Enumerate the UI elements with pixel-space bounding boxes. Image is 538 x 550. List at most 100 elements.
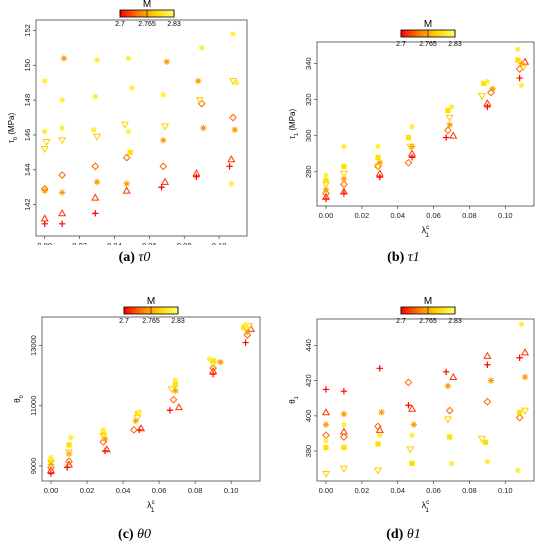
- chart-a: M 2.7 2.765 2.83 0.00 0.02 0.04 0.06 0.08 0.10 142…: [7, 0, 248, 269]
- inverted-triangle-marker: [445, 114, 454, 122]
- x-tick-label: 0.10: [498, 486, 513, 495]
- star-marker: [160, 136, 167, 144]
- diamond-marker: [122, 153, 131, 162]
- x-tick-label: 0.08: [462, 486, 477, 495]
- triangle-marker: [339, 187, 348, 195]
- square-marker: [405, 134, 412, 141]
- y-tick-label: 144: [23, 164, 32, 177]
- star-marker: [101, 435, 109, 443]
- triangle-marker: [160, 177, 170, 185]
- star-marker: [132, 417, 139, 425]
- colorbar-tick-label: 2.83: [167, 21, 181, 28]
- star-marker: [172, 387, 179, 394]
- square-marker: [445, 107, 451, 114]
- triangle-marker: [483, 99, 492, 107]
- diamond-marker: [339, 180, 348, 189]
- x-tick-label: 0.06: [142, 241, 157, 245]
- x-tick-label: 0.10: [498, 211, 513, 220]
- colorbar-tick-label: 2.83: [448, 41, 462, 48]
- plus-marker: [92, 210, 99, 217]
- diamond-marker: [65, 457, 73, 466]
- circle-marker: [92, 94, 98, 100]
- x-tick-label: 0.04: [390, 486, 405, 495]
- x-tick-label: 0.08: [177, 241, 192, 245]
- circle-marker: [206, 356, 213, 362]
- star-marker: [200, 124, 207, 132]
- star-marker: [340, 175, 348, 183]
- y-tick-label: 380: [304, 445, 313, 458]
- circle-marker: [59, 125, 65, 131]
- circle-marker: [448, 104, 455, 110]
- plus-marker: [242, 339, 249, 346]
- triangle-marker: [64, 460, 74, 468]
- y-tick-label: 400: [304, 410, 313, 423]
- figure-panel-c: M 2.7 2.765 2.83 0.00 0.02 0.04 0.06 0.08 0.10 900…: [0, 275, 269, 550]
- colorbar-tick-label: 2.765: [138, 21, 156, 28]
- diamond-marker: [91, 162, 100, 171]
- square-marker: [409, 460, 415, 466]
- circle-marker: [484, 459, 490, 465]
- inverted-triangle-marker: [406, 446, 415, 454]
- plus-marker: [442, 368, 450, 376]
- circle-marker: [233, 80, 240, 86]
- diamond-marker: [209, 364, 218, 373]
- x-tick-label: 0.06: [426, 211, 441, 220]
- square-marker: [481, 80, 487, 87]
- square-marker: [127, 149, 133, 155]
- triangle-marker: [137, 424, 146, 432]
- x-axis-label: λc 1: [422, 224, 430, 239]
- star-marker: [518, 60, 525, 67]
- square-marker: [375, 441, 381, 447]
- triangle-marker: [227, 155, 236, 163]
- circle-marker: [377, 432, 383, 438]
- caption-label: (b): [387, 250, 405, 265]
- y-tick-label: 420: [304, 374, 313, 387]
- x-tick-label: 0.10: [224, 486, 239, 495]
- colorbar-title: M: [424, 19, 432, 30]
- inverted-triangle-marker: [373, 163, 383, 171]
- star-marker: [41, 187, 48, 194]
- figure-panel-d: M 2.7 2.765 2.83 0.00 0.02 0.04 0.06 0.08 0.10 380…: [269, 275, 538, 550]
- y-axis-label: τ0 (MPa): [7, 113, 19, 144]
- square-marker: [447, 434, 453, 440]
- star-marker: [47, 461, 55, 468]
- star-marker: [163, 58, 170, 66]
- star-marker: [93, 178, 101, 186]
- triangle-marker: [321, 192, 331, 200]
- y-tick-label: 150: [23, 59, 32, 72]
- inverted-triangle-marker: [406, 143, 415, 151]
- circle-marker: [68, 434, 74, 440]
- plus-marker: [340, 387, 348, 395]
- figure-panel-b: M 2.7 2.765 2.83 0.00 0.02 0.04 0.06 0.08 0.10 280…: [269, 0, 538, 275]
- diamond-marker: [444, 126, 452, 135]
- x-tick-label: 0.02: [355, 211, 370, 220]
- diamond-marker: [169, 395, 178, 404]
- plot-frame: [41, 316, 261, 482]
- inverted-triangle-marker: [195, 97, 204, 105]
- diamond-marker: [58, 171, 67, 179]
- y-axis-label: τ1 (MPa): [288, 109, 300, 140]
- circle-marker: [90, 127, 97, 133]
- triangle-marker: [449, 131, 458, 139]
- circle-marker: [323, 437, 329, 444]
- inverted-triangle-marker: [477, 93, 487, 101]
- circle-marker: [59, 97, 65, 103]
- caption-a: (a) τ0: [0, 250, 269, 266]
- diamond-marker: [339, 433, 348, 441]
- star-marker: [376, 159, 383, 166]
- square-marker: [341, 163, 347, 169]
- circle-marker: [42, 78, 48, 84]
- star-marker: [378, 409, 385, 416]
- circle-marker: [42, 128, 48, 135]
- circle-marker: [515, 46, 521, 52]
- circle-marker: [129, 85, 135, 91]
- y-tick-label: 146: [23, 129, 32, 142]
- y-axis-label: θ1: [288, 396, 300, 404]
- caption-b: (b) τ1: [269, 250, 538, 266]
- star-marker: [194, 77, 202, 85]
- chart-d: M 2.7 2.765 2.83 0.00 0.02 0.04 0.06 0.08 0.10 380…: [288, 296, 535, 514]
- colorbar-tick-label: 2.83: [171, 318, 185, 325]
- circle-marker: [409, 432, 415, 438]
- x-tick-label: 0.00: [319, 486, 334, 495]
- circle-marker: [136, 409, 142, 415]
